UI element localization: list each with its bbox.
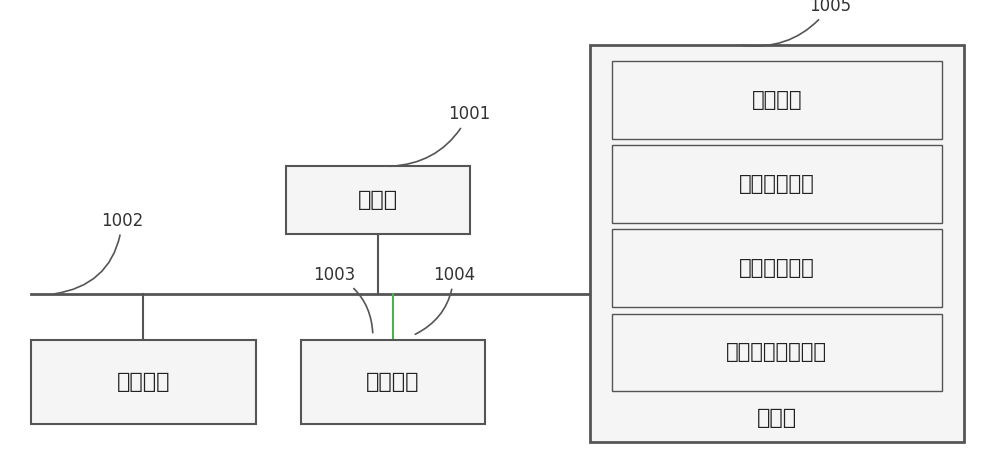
Bar (590, 45, 964, 442)
Text: 1005: 1005 (742, 0, 851, 46)
Text: 数据隐私保护程序: 数据隐私保护程序 (726, 342, 827, 362)
Text: 1004: 1004 (415, 266, 475, 334)
Bar (31, 340, 256, 425)
Bar (286, 166, 470, 234)
Text: 网络接口: 网络接口 (366, 372, 420, 392)
Text: 1002: 1002 (54, 212, 143, 294)
Bar (612, 313, 942, 390)
Bar (612, 146, 942, 223)
Text: 用户接口: 用户接口 (117, 372, 170, 392)
Bar (301, 340, 485, 425)
Bar (612, 62, 942, 139)
Text: 网络通信模块: 网络通信模块 (739, 174, 815, 194)
Text: 1001: 1001 (391, 106, 490, 166)
Text: 操作系统: 操作系统 (751, 90, 802, 110)
Text: 用户接口模块: 用户接口模块 (739, 258, 815, 278)
Text: 1003: 1003 (313, 266, 373, 333)
Text: 存储器: 存储器 (757, 408, 797, 428)
Text: 处理器: 处理器 (358, 190, 398, 210)
Bar (612, 229, 942, 306)
